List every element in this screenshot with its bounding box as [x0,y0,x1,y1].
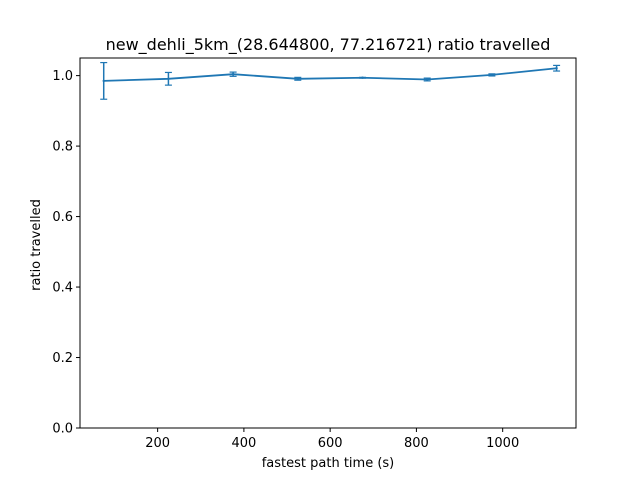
plot-area [100,61,561,100]
y-tick-label: 0.8 [52,140,73,155]
data-point [231,73,235,76]
x-tick-label: 800 [404,436,429,451]
y-axis-label: ratio travelled [29,199,44,291]
y-tick-label: 0.6 [52,210,73,225]
x-axis-label: fastest path time (s) [262,456,395,471]
x-tick-label: 400 [231,436,256,451]
data-point [555,67,558,70]
series-line [103,67,557,82]
y-tick-label: 0.0 [52,422,73,437]
x-tick-label: 600 [318,436,343,451]
x-tick-label: 1000 [486,436,519,451]
data-point [296,77,300,80]
data-point [102,79,105,83]
y-tick-label: 0.4 [52,281,73,296]
data-point [426,78,429,81]
y-tick-label: 1.0 [52,69,73,84]
x-tick-label: 200 [145,436,170,451]
axes: 200 400 600 800 1000 0.0 0.2 0.4 0.6 0.8 1.0 [52,57,577,451]
data-point [167,77,170,80]
data-point [490,73,494,77]
y-tick-label: 0.2 [52,351,73,366]
data-point [361,76,364,79]
axes-frame [79,57,577,429]
chart-title: new_dehli_5km_(28.644800, 77.216721) rat… [106,35,551,55]
